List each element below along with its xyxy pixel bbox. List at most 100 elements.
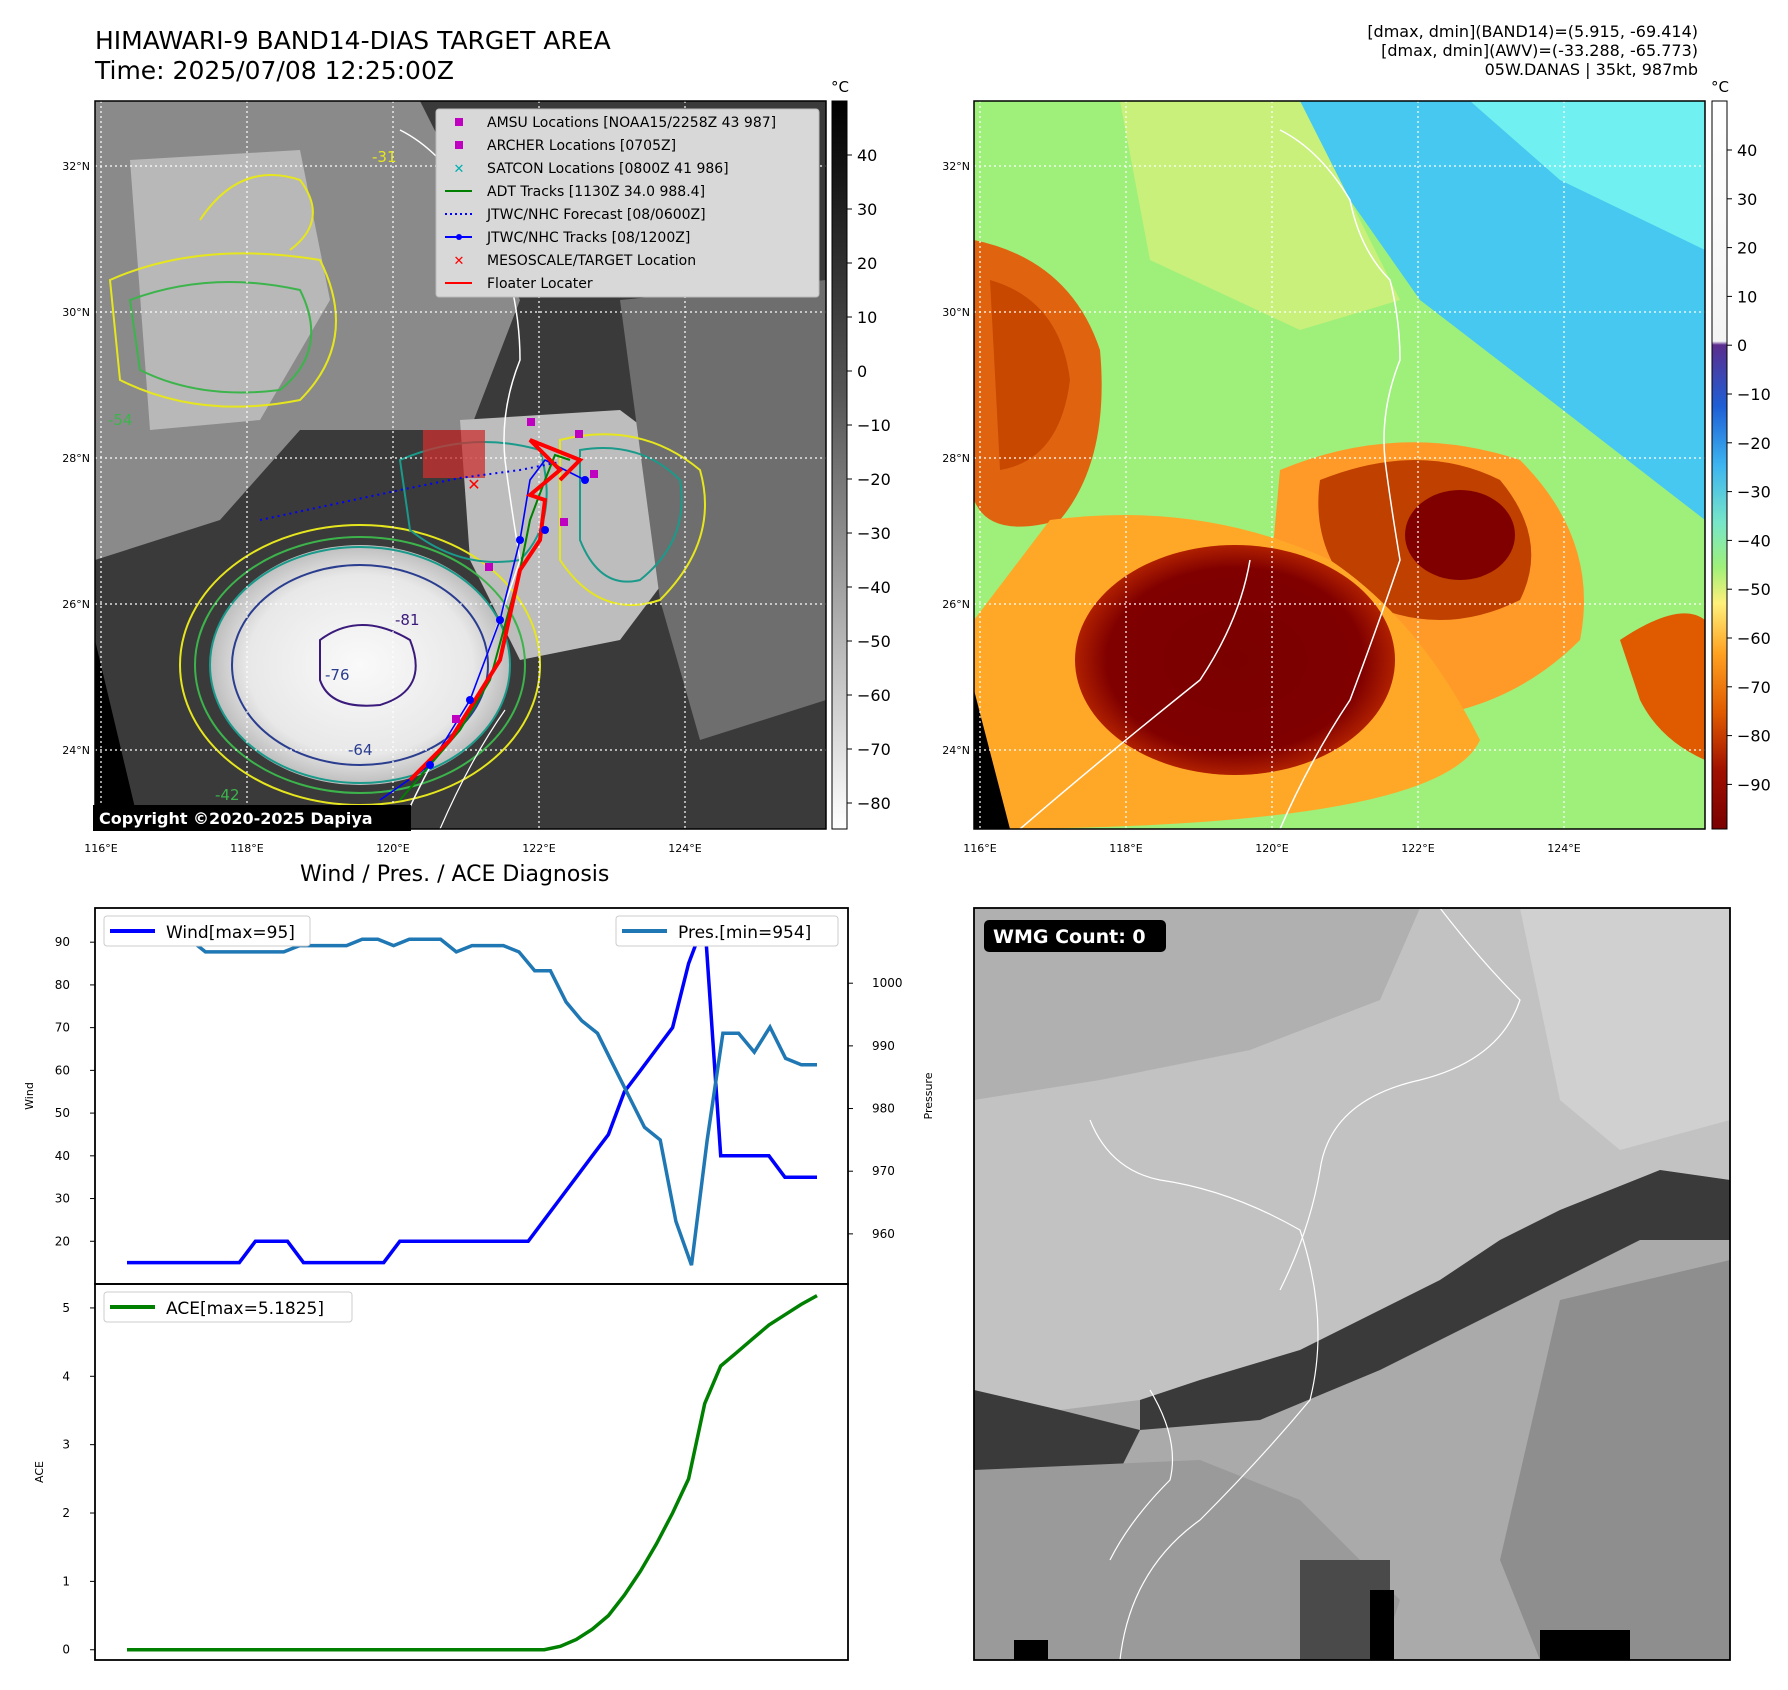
jtwc-track-points xyxy=(426,476,589,769)
lat-tick-label: 30°N xyxy=(62,306,90,319)
legend-swatch: ✕ xyxy=(454,162,465,177)
colorbar-tick-label: −20 xyxy=(1737,434,1771,453)
lat-tick-label: 26°N xyxy=(942,598,970,611)
colorbar-tick-label: −60 xyxy=(857,686,891,705)
pressure-tick-label: 1000 xyxy=(872,976,903,990)
wv-moist-region-southeast xyxy=(1620,613,1705,760)
lon-tick-label: 116°E xyxy=(963,842,996,855)
wmg-panel xyxy=(974,908,1730,1660)
ace-tick-label: 3 xyxy=(62,1438,70,1452)
legend-swatch: ✕ xyxy=(454,254,465,269)
wv-moist-region-north xyxy=(1120,101,1400,330)
ace-plot-frame xyxy=(94,1283,849,1661)
info-line-3: 05W.DANAS | 35kt, 987mb xyxy=(1484,60,1698,79)
lon-tick-label: 124°E xyxy=(1547,842,1580,855)
wmg-light-region-ne xyxy=(1520,908,1730,1150)
ace-tick-label: 0 xyxy=(62,1643,70,1657)
colorbar-tick-label: −10 xyxy=(857,416,891,435)
wv-dry-region-top xyxy=(1470,101,1705,250)
ace-tick-label: 1 xyxy=(62,1574,70,1588)
wind-tick-label: 20 xyxy=(55,1234,70,1248)
lat-tick-label: 32°N xyxy=(942,160,970,173)
target-location-marker: ✕ xyxy=(467,475,480,494)
legend-item-label: MESOSCALE/TARGET Location xyxy=(487,253,696,269)
lon-tick-label: 118°E xyxy=(230,842,263,855)
pressure-tick-label: 960 xyxy=(872,1227,895,1241)
wind-axis-label: Wind xyxy=(23,1082,36,1110)
colorbar-tick-label: 10 xyxy=(857,308,877,327)
colorbar-tick-label: 0 xyxy=(1737,336,1747,355)
wind-tick-label: 80 xyxy=(55,978,70,992)
wv-map-panel xyxy=(974,101,1705,829)
svg-text:-64: -64 xyxy=(348,741,373,759)
legend-box xyxy=(435,108,820,298)
colorbar-tick-label: −80 xyxy=(857,794,891,813)
diagnosis-title: Wind / Pres. / ACE Diagnosis xyxy=(300,862,610,887)
legend-item-label: AMSU Locations [NOAA15/2258Z 43 987] xyxy=(487,115,776,131)
wv-coastline-taiwan xyxy=(1019,559,1251,829)
colorbar-tick-label: −60 xyxy=(1737,629,1771,648)
colorbar-tick-label: −70 xyxy=(1737,678,1771,697)
ir-central-dense-overcast xyxy=(210,545,510,785)
diagnosis-chart: 20 30 40 50 60 70 80 90 960 970 980 990 1000 0 1 2 3 4 5 xyxy=(55,920,903,1657)
ace-legend-label: ACE[max=5.1825] xyxy=(166,1299,324,1319)
wmg-coastline xyxy=(1089,1119,1319,1660)
svg-text:-31: -31 xyxy=(372,148,397,166)
lat-tick-label: 26°N xyxy=(62,598,90,611)
colorbar-tick-label: 40 xyxy=(857,146,877,165)
info-line-2: [dmax, dmin](AWV)=(-33.288, -65.773) xyxy=(1381,41,1698,60)
lon-tick-label: 116°E xyxy=(84,842,117,855)
colorbar-tick-label: 30 xyxy=(857,200,877,219)
title-line-2: Time: 2025/07/08 12:25:00Z xyxy=(95,56,454,85)
wmg-lower-region-east xyxy=(1500,1260,1730,1660)
wv-lat-labels: 32°N 30°N 28°N 26°N 24°N xyxy=(942,160,970,757)
page-title: HIMAWARI-9 BAND14-DIAS TARGET AREA Time: … xyxy=(95,26,611,86)
wind-tick-label: 50 xyxy=(55,1106,70,1120)
track-legend: AMSU Locations [NOAA15/2258Z 43 987] ARCH… xyxy=(435,108,820,298)
intensity-info: [dmax, dmin](BAND14)=(5.915, -69.414) [dm… xyxy=(1367,22,1698,79)
wmg-dark-band-west xyxy=(974,1390,1140,1480)
lat-tick-label: 28°N xyxy=(942,452,970,465)
colorbar-tick-label: 20 xyxy=(857,254,877,273)
colorbar-tick-label: −40 xyxy=(857,578,891,597)
floater-track xyxy=(408,438,584,782)
ir-map-frame xyxy=(94,100,827,830)
pressure-tick-label: 980 xyxy=(872,1102,895,1116)
lat-tick-label: 32°N xyxy=(62,160,90,173)
wv-colorbar-unit: °C xyxy=(1711,78,1729,96)
series-line-ace xyxy=(127,1294,818,1652)
wv-lon-labels: 116°E 118°E 120°E 122°E 124°E xyxy=(963,842,1580,855)
wmg-coastline-2 xyxy=(1279,908,1521,1291)
ir-lat-labels: 32°N 30°N 28°N 26°N 24°N xyxy=(62,160,90,757)
wmg-black-patch-2 xyxy=(1540,1630,1630,1660)
colorbar-tick-label: −40 xyxy=(1737,531,1771,550)
ir-colorbar-unit: °C xyxy=(831,78,849,96)
colorbar-tick-label: −50 xyxy=(857,632,891,651)
legend-swatch-dot xyxy=(456,234,462,240)
svg-text:-76: -76 xyxy=(325,666,350,684)
legend-item-label: JTWC/NHC Tracks [08/1200Z] xyxy=(486,230,690,246)
wv-moist-core-west xyxy=(990,280,1070,470)
colorbar-tick-label: 30 xyxy=(1737,190,1757,209)
adt-track xyxy=(399,453,571,801)
lat-tick-label: 24°N xyxy=(942,744,970,757)
ir-cloud-band xyxy=(130,150,330,430)
wv-no-data-corner xyxy=(974,690,1010,829)
colorbar-tick-label: −50 xyxy=(1737,580,1771,599)
copyright-box xyxy=(93,805,411,831)
title-line-1: HIMAWARI-9 BAND14-DIAS TARGET AREA xyxy=(95,26,611,55)
colorbar-tick-label: 0 xyxy=(857,362,867,381)
wind-tick-label: 70 xyxy=(55,1021,70,1035)
lat-tick-label: 30°N xyxy=(942,306,970,319)
info-line-1: [dmax, dmin](BAND14)=(5.915, -69.414) xyxy=(1367,22,1698,41)
series-line-right xyxy=(127,931,817,1266)
legend-item-label: ADT Tracks [1130Z 34.0 988.4] xyxy=(487,184,705,200)
ace-axis-label: ACE xyxy=(33,1461,46,1483)
ir-no-data-corner xyxy=(95,640,140,829)
jtwc-forecast-track xyxy=(259,461,561,521)
wv-central-dense-overcast xyxy=(1075,545,1395,775)
ir-colorbar-ticks: 40 30 20 10 0 −10 −20 −30 −40 −50 −60 −70 −80 xyxy=(847,146,891,813)
wmg-coastline-3 xyxy=(1109,1389,1173,1561)
wmg-dark-band xyxy=(1140,1170,1730,1430)
